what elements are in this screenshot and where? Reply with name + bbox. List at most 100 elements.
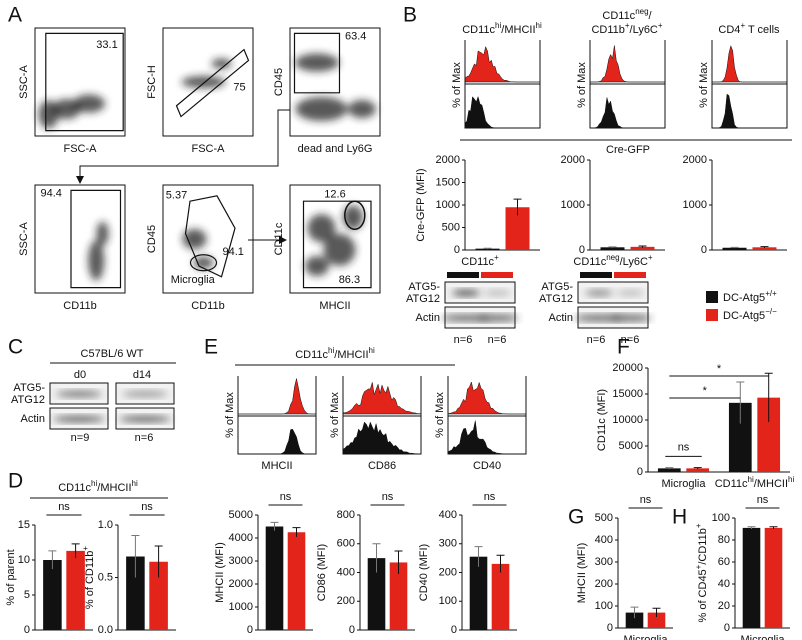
histogram-header: CD11cneg/: [602, 7, 652, 22]
histogram: [447, 381, 526, 415]
y-tick-label: 1000: [683, 199, 707, 211]
lane-marker: [614, 272, 646, 278]
bar: [630, 246, 655, 250]
panel-letter: D: [8, 470, 23, 493]
y-tick-label: 100: [595, 600, 613, 612]
y-tick-label: 3000: [229, 555, 253, 567]
density: [295, 53, 376, 121]
gate: [175, 48, 250, 118]
histogram: [238, 428, 316, 455]
blot-row-label: Actin: [549, 312, 573, 324]
histogram-header-part: CD11c: [602, 10, 635, 22]
blot-band: [483, 290, 512, 296]
category-label-part: hi: [748, 475, 754, 484]
y-tick-label: 0.5: [98, 571, 113, 583]
blot-row-label: ATG12: [11, 394, 45, 406]
y-tick-label: 600: [337, 538, 355, 550]
y-axis-label: MHCII (MFI): [214, 542, 226, 602]
histogram-y-label: % of Max: [329, 392, 341, 438]
y-tick-label: 0: [454, 244, 460, 256]
y-tick-label: 0: [349, 624, 355, 636]
lane-marker: [447, 272, 479, 278]
density-blob: [211, 58, 232, 69]
flow-plot-frame: [289, 27, 381, 137]
category-label: Microglia: [661, 478, 706, 490]
significance-label: ns: [58, 501, 70, 513]
density: [88, 221, 109, 281]
significance-label: ns: [640, 494, 652, 506]
y-tick-label: 10: [18, 554, 30, 566]
x-axis-label: MHCII: [261, 460, 292, 472]
gate: [70, 189, 122, 289]
x-axis-label: CD11b: [63, 300, 96, 312]
y-axis-label: % of CD11b+: [81, 546, 96, 610]
legend-label-part: +/+: [765, 289, 777, 298]
error-bar: [394, 550, 403, 574]
y-tick-label: 5: [24, 589, 30, 601]
y-tick-label: 0: [724, 622, 730, 634]
bar: [469, 556, 488, 630]
y-axis-label: SSC-A: [18, 65, 30, 99]
blot-title-part: /Ly6C: [620, 256, 648, 268]
significance-label: ns: [280, 491, 292, 503]
error-bar: [665, 467, 674, 470]
density-blob: [307, 214, 336, 243]
gate: [189, 254, 218, 272]
y-tick-label: 20000: [612, 362, 643, 374]
y-tick-label: 5000: [619, 440, 643, 452]
blot-title-part: +: [494, 253, 499, 262]
y-tick-label: 500: [442, 221, 460, 233]
legend-label: DC-Atg5−/−: [723, 307, 777, 322]
y-tick-label: 5000: [229, 509, 253, 521]
y-tick-label: 1000: [229, 601, 253, 613]
error-bar: [638, 245, 647, 248]
bar: [647, 612, 666, 628]
blot-band: [452, 290, 480, 296]
blot-band: [574, 315, 624, 321]
density: [181, 58, 232, 88]
significance-label: ns: [141, 501, 153, 513]
blot-row-label: ATG5-: [13, 382, 45, 394]
bar: [600, 247, 625, 250]
bar: [265, 526, 284, 630]
sample-size: n=6: [587, 334, 606, 346]
y-axis-label-part: % of CD11b: [84, 551, 96, 610]
legend-swatch: [706, 309, 718, 321]
gate-value: 5.37: [166, 190, 187, 202]
gate: [344, 200, 366, 230]
y-tick-label: 300: [439, 538, 457, 550]
blot-band: [616, 290, 645, 296]
legend-swatch: [706, 291, 718, 303]
y-tick-label: 200: [439, 566, 457, 578]
blot-band: [121, 391, 169, 397]
panel-title-part: CD11c: [58, 482, 91, 494]
y-tick-label: 60: [718, 556, 730, 568]
y-tick-label: 0: [637, 466, 643, 478]
error-bar: [154, 545, 163, 578]
significance-label: ns: [757, 494, 769, 506]
error-bar: [474, 546, 483, 567]
panel-letter: B: [403, 4, 417, 27]
density-blob: [323, 233, 356, 266]
y-tick-label: 200: [337, 595, 355, 607]
y-tick-label: 2000: [229, 578, 253, 590]
histogram-header-part: /: [649, 10, 653, 22]
error-bar: [764, 372, 773, 423]
blot-band: [52, 416, 106, 422]
y-axis-label-part: +: [694, 523, 703, 528]
x-axis-label: Cre-GFP: [606, 144, 650, 156]
y-tick-label: 400: [337, 566, 355, 578]
density-blob: [305, 256, 329, 276]
histogram-header-part: hi: [536, 21, 542, 30]
blot-row-label: ATG12: [539, 293, 573, 305]
blot-band: [585, 290, 613, 296]
blot-row-label: Actin: [416, 312, 440, 324]
blot-title: CD11c+: [461, 253, 499, 268]
panel-title-part: hi: [328, 346, 334, 355]
blot-title-part: neg: [606, 253, 619, 262]
legend-label: DC-Atg5+/+: [723, 289, 777, 304]
y-tick-label: 1000: [561, 199, 585, 211]
x-axis-label: CD86: [368, 460, 396, 472]
error-bar: [48, 550, 57, 570]
bar: [149, 561, 168, 630]
